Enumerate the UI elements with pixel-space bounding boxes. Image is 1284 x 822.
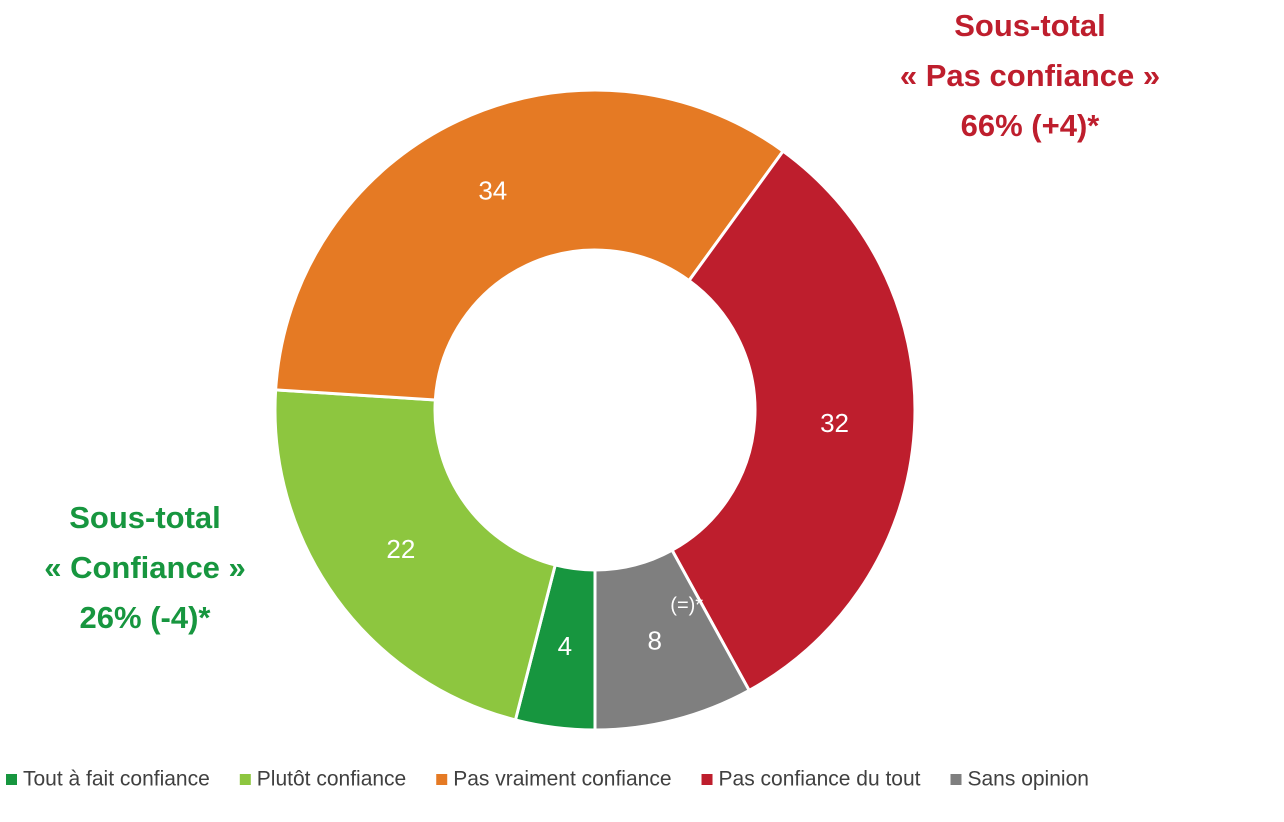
donut-slice [274, 88, 786, 402]
data-label: 8 [647, 625, 661, 655]
data-label: 32 [820, 408, 849, 438]
subtotal-annotation: Sous-total [954, 8, 1106, 43]
legend-label: Tout à fait confiance [23, 768, 210, 791]
change-annotation: (=)* [670, 595, 703, 617]
data-label: 34 [478, 176, 507, 206]
donut-slice [670, 149, 917, 693]
legend-label: Sans opinion [968, 768, 1089, 791]
legend-label: Pas vraiment confiance [453, 768, 671, 791]
legend-swatch [239, 774, 251, 785]
data-label: 22 [386, 534, 415, 564]
donut-slice [273, 388, 558, 722]
legend-swatch [6, 774, 17, 785]
legend-swatch [436, 774, 448, 785]
donut-slice [593, 548, 752, 732]
subtotal-annotation: « Confiance » [44, 550, 246, 585]
subtotal-annotation: Sous-total [69, 500, 221, 535]
legend-label: Plutôt confiance [257, 768, 406, 791]
data-label: 4 [558, 631, 572, 661]
legend-swatch [701, 774, 713, 785]
subtotal-annotation: « Pas confiance » [900, 58, 1160, 93]
subtotal-annotation: 66% (+4)* [961, 108, 1101, 143]
legend-swatch [950, 774, 962, 785]
legend-label: Pas confiance du tout [719, 768, 921, 791]
subtotal-annotation: 26% (-4)* [80, 600, 212, 635]
